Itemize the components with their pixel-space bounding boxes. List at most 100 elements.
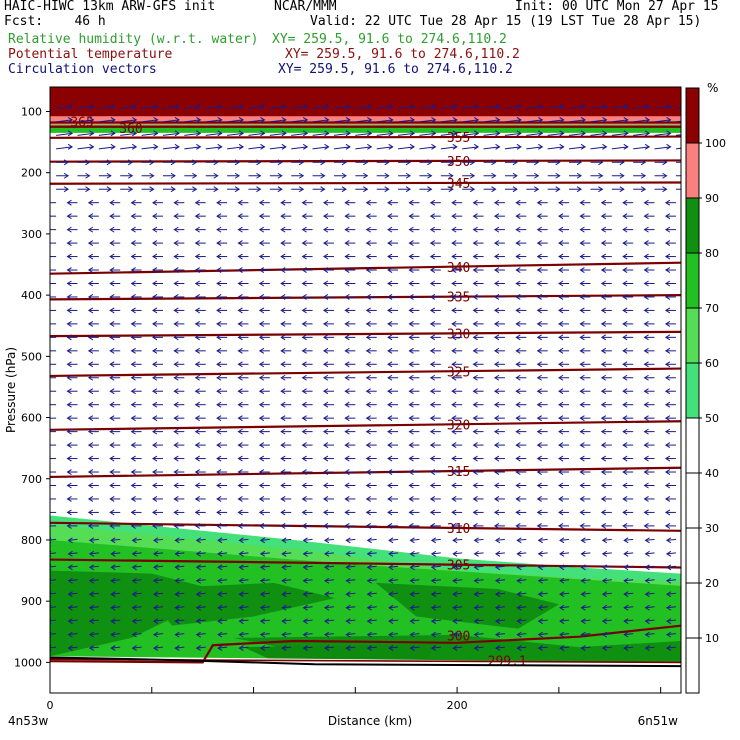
wind-vector-head [237, 482, 243, 489]
wind-vector-head [85, 186, 91, 193]
wind-vector [282, 579, 292, 582]
wind-vector-head [174, 103, 180, 110]
wind-vector [303, 579, 313, 582]
wind-vector-head [237, 294, 243, 300]
wind-vector-head [324, 143, 330, 150]
wind-vector-head [258, 522, 265, 529]
wind-vector-head [516, 550, 522, 557]
wind-vector-head [298, 172, 305, 179]
wind-vector-head [323, 428, 329, 435]
wind-vector-head [601, 631, 608, 638]
wind-vector-head [495, 116, 501, 123]
wind-vector-head [665, 645, 672, 652]
wind-vector-head [558, 199, 564, 206]
wind-vector-head [579, 334, 585, 341]
wind-vector-head [153, 645, 159, 652]
wind-vector-head [448, 172, 454, 179]
wind-vector-head [301, 374, 307, 381]
wind-vector-head [127, 172, 134, 179]
wind-vector-head [580, 537, 586, 544]
theta-label-340: 340 [447, 261, 470, 276]
wind-vector-head [579, 428, 585, 435]
wind-vector-head [344, 334, 350, 341]
wind-vector-head [66, 374, 72, 381]
wind-vector-head [451, 307, 457, 314]
wind-vector [98, 132, 115, 136]
wind-vector-head [429, 334, 436, 341]
wind-vector-head [473, 103, 480, 110]
wind-vector-head [258, 496, 265, 502]
wind-vector-head [537, 618, 543, 625]
wind-vector-head [409, 564, 415, 571]
wind-vector [324, 606, 335, 609]
wind-vector-head [323, 361, 329, 368]
wind-vector-head [153, 591, 159, 598]
wind-vector-head [280, 294, 286, 300]
wind-vector [239, 538, 249, 541]
wind-vector-head [536, 199, 542, 206]
wind-vector-head [130, 455, 136, 462]
wind-vector [431, 633, 441, 636]
wind-vector-head [195, 618, 201, 625]
wind-vector-head [408, 361, 414, 368]
wind-vector-head [88, 618, 95, 625]
y-axis-title: Pressure (hPa) [4, 347, 18, 433]
wind-vector [333, 146, 351, 150]
wind-vector-head [451, 213, 457, 220]
wind-vector-head [280, 240, 286, 247]
wind-vector-head [451, 267, 457, 273]
wind-vector [50, 579, 57, 581]
wind-vector-head [258, 320, 265, 327]
wind-vector-head [472, 267, 478, 273]
wind-vector [303, 592, 313, 595]
wind-vector-head [408, 347, 414, 354]
wind-vector [269, 146, 286, 150]
wind-vector-head [494, 631, 501, 638]
wind-vector-head [516, 577, 522, 584]
wind-vector [419, 105, 436, 109]
wind-vector [645, 565, 655, 568]
wind-vector-head [323, 482, 329, 489]
wind-vector-head [237, 469, 243, 475]
wind-vector-head [516, 618, 522, 625]
wind-vector-head [622, 226, 628, 233]
wind-vector [654, 105, 671, 109]
theta-contour-345 [50, 181, 681, 185]
wind-vector [645, 633, 655, 636]
wind-vector [581, 606, 591, 609]
wind-vector-head [365, 213, 371, 220]
wind-vector [645, 592, 655, 595]
wind-vector-head [643, 347, 649, 354]
wind-vector-head [600, 267, 607, 273]
wind-vector-head [87, 226, 94, 233]
wind-vector [431, 646, 441, 649]
wind-vector [282, 606, 292, 609]
wind-vector [538, 646, 548, 649]
wind-vector-head [622, 401, 628, 408]
wind-vector-head [234, 159, 241, 166]
y-tick-label: 300 [21, 228, 42, 241]
wind-vector-head [324, 591, 330, 598]
wind-vector-head [130, 267, 136, 273]
wind-vector-head [280, 496, 286, 502]
wind-vector [367, 633, 377, 636]
wind-vector [153, 538, 164, 541]
wind-vector-head [258, 361, 265, 368]
wind-vector [346, 606, 356, 609]
wind-vector-head [558, 213, 564, 220]
wind-vector-head [600, 388, 607, 395]
wind-vector-head [216, 334, 222, 341]
wind-vector [645, 646, 655, 649]
wind-vector-head [366, 618, 372, 625]
wind-vector-head [664, 401, 671, 408]
wind-vector-head [323, 522, 329, 529]
wind-vector [581, 633, 591, 636]
wind-vector [483, 146, 500, 150]
wind-vector [517, 619, 527, 622]
wind-vector-head [409, 116, 416, 123]
wind-vector-head [408, 455, 414, 462]
wind-vector-head [408, 199, 414, 206]
theta-label-299.1: 299.1 [488, 654, 527, 669]
wind-vector-head [494, 591, 501, 598]
